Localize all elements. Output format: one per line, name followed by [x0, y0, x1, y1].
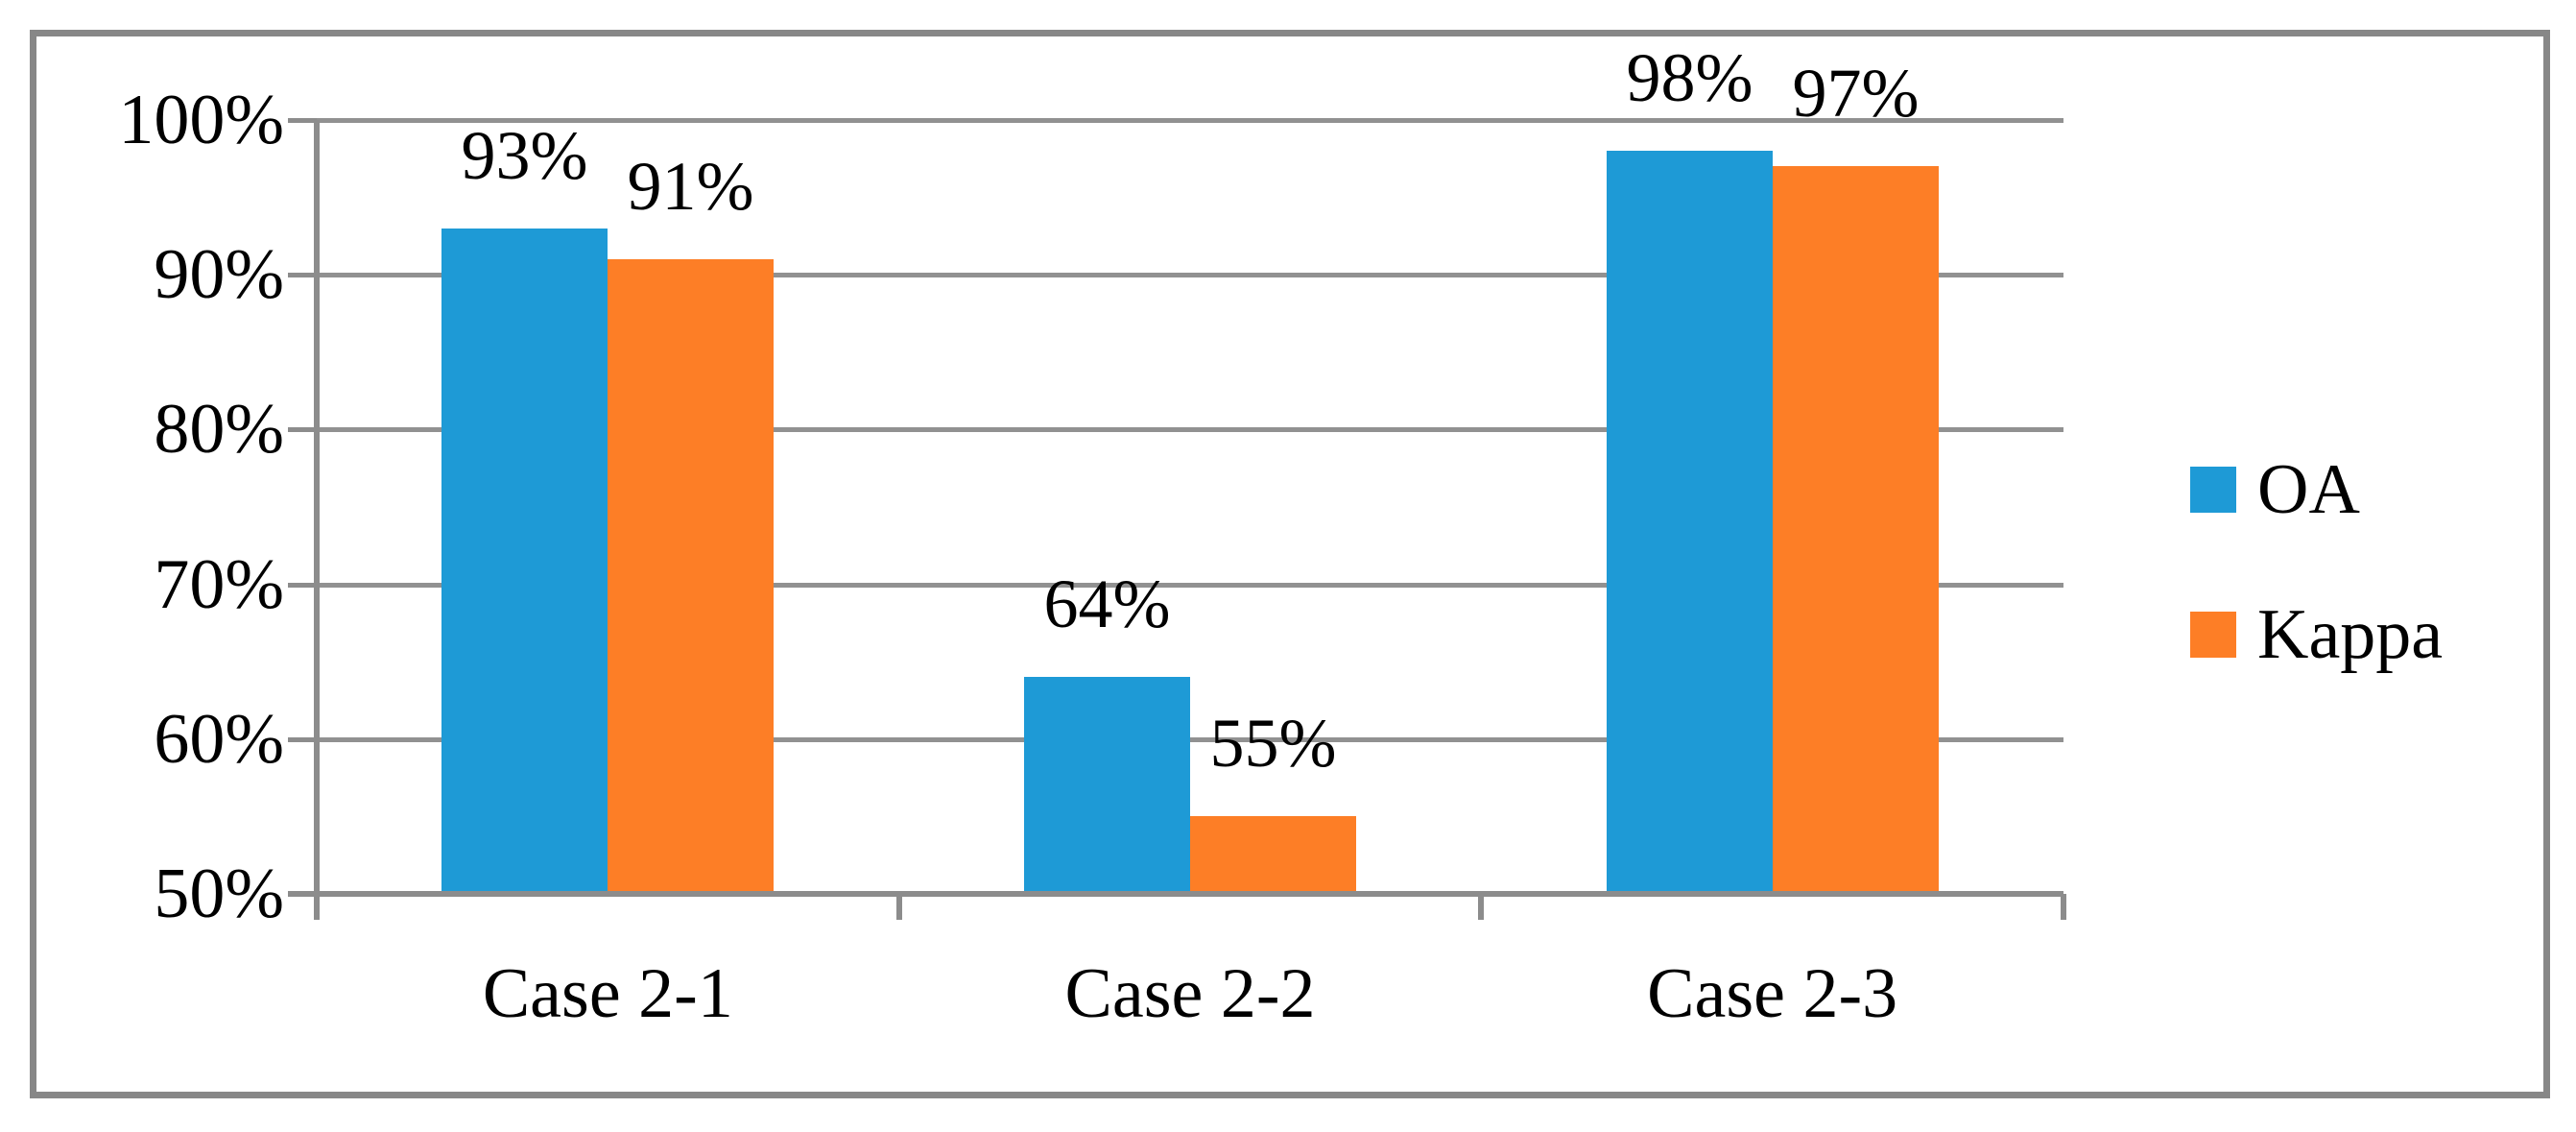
data-label-oa-1: 93% — [461, 117, 588, 194]
y-tick-70 — [288, 583, 317, 588]
x-axis-line — [288, 891, 2063, 897]
x-tick-1 — [896, 894, 902, 920]
y-axis-label-80: 80% — [154, 390, 284, 469]
x-tick-3 — [2061, 894, 2066, 920]
bar-kappa-1 — [608, 259, 774, 894]
legend-label-kappa: Kappa — [2257, 595, 2444, 674]
gridline-100 — [317, 118, 2063, 123]
y-axis-label-100: 100% — [118, 81, 284, 159]
data-label-oa-2: 64% — [1043, 566, 1171, 642]
data-label-kappa-1: 91% — [627, 148, 754, 225]
data-label-kappa-3: 97% — [1792, 55, 1920, 132]
y-tick-80 — [288, 427, 317, 432]
data-label-kappa-2: 55% — [1209, 705, 1337, 782]
bar-oa-1 — [441, 229, 608, 894]
y-axis-label-90: 90% — [154, 235, 284, 314]
gridline-70 — [317, 583, 2063, 588]
legend-item-oa: OA — [2190, 449, 2360, 530]
x-axis-label-case-2: Case 2-2 — [1064, 954, 1316, 1033]
y-axis-label-50: 50% — [154, 855, 284, 933]
bar-oa-3 — [1607, 151, 1773, 894]
x-tick-2 — [1478, 894, 1484, 920]
legend-swatch-oa — [2190, 467, 2236, 513]
legend-swatch-kappa — [2190, 612, 2236, 658]
legend-item-kappa: Kappa — [2190, 594, 2443, 675]
y-axis-label-60: 60% — [154, 700, 284, 779]
y-axis-line — [314, 120, 320, 920]
bar-oa-2 — [1024, 677, 1190, 894]
bar-kappa-3 — [1773, 166, 1939, 894]
data-label-oa-3: 98% — [1626, 39, 1753, 116]
x-axis-label-case-1: Case 2-1 — [482, 954, 733, 1033]
bar-kappa-2 — [1190, 816, 1356, 894]
y-tick-60 — [288, 737, 317, 742]
gridline-90 — [317, 273, 2063, 277]
y-tick-100 — [288, 118, 317, 123]
x-axis-label-case-3: Case 2-3 — [1647, 954, 1898, 1033]
gridline-80 — [317, 427, 2063, 432]
gridline-60 — [317, 737, 2063, 742]
y-tick-90 — [288, 273, 317, 277]
legend-label-oa: OA — [2257, 450, 2360, 529]
y-axis-label-70: 70% — [154, 545, 284, 624]
